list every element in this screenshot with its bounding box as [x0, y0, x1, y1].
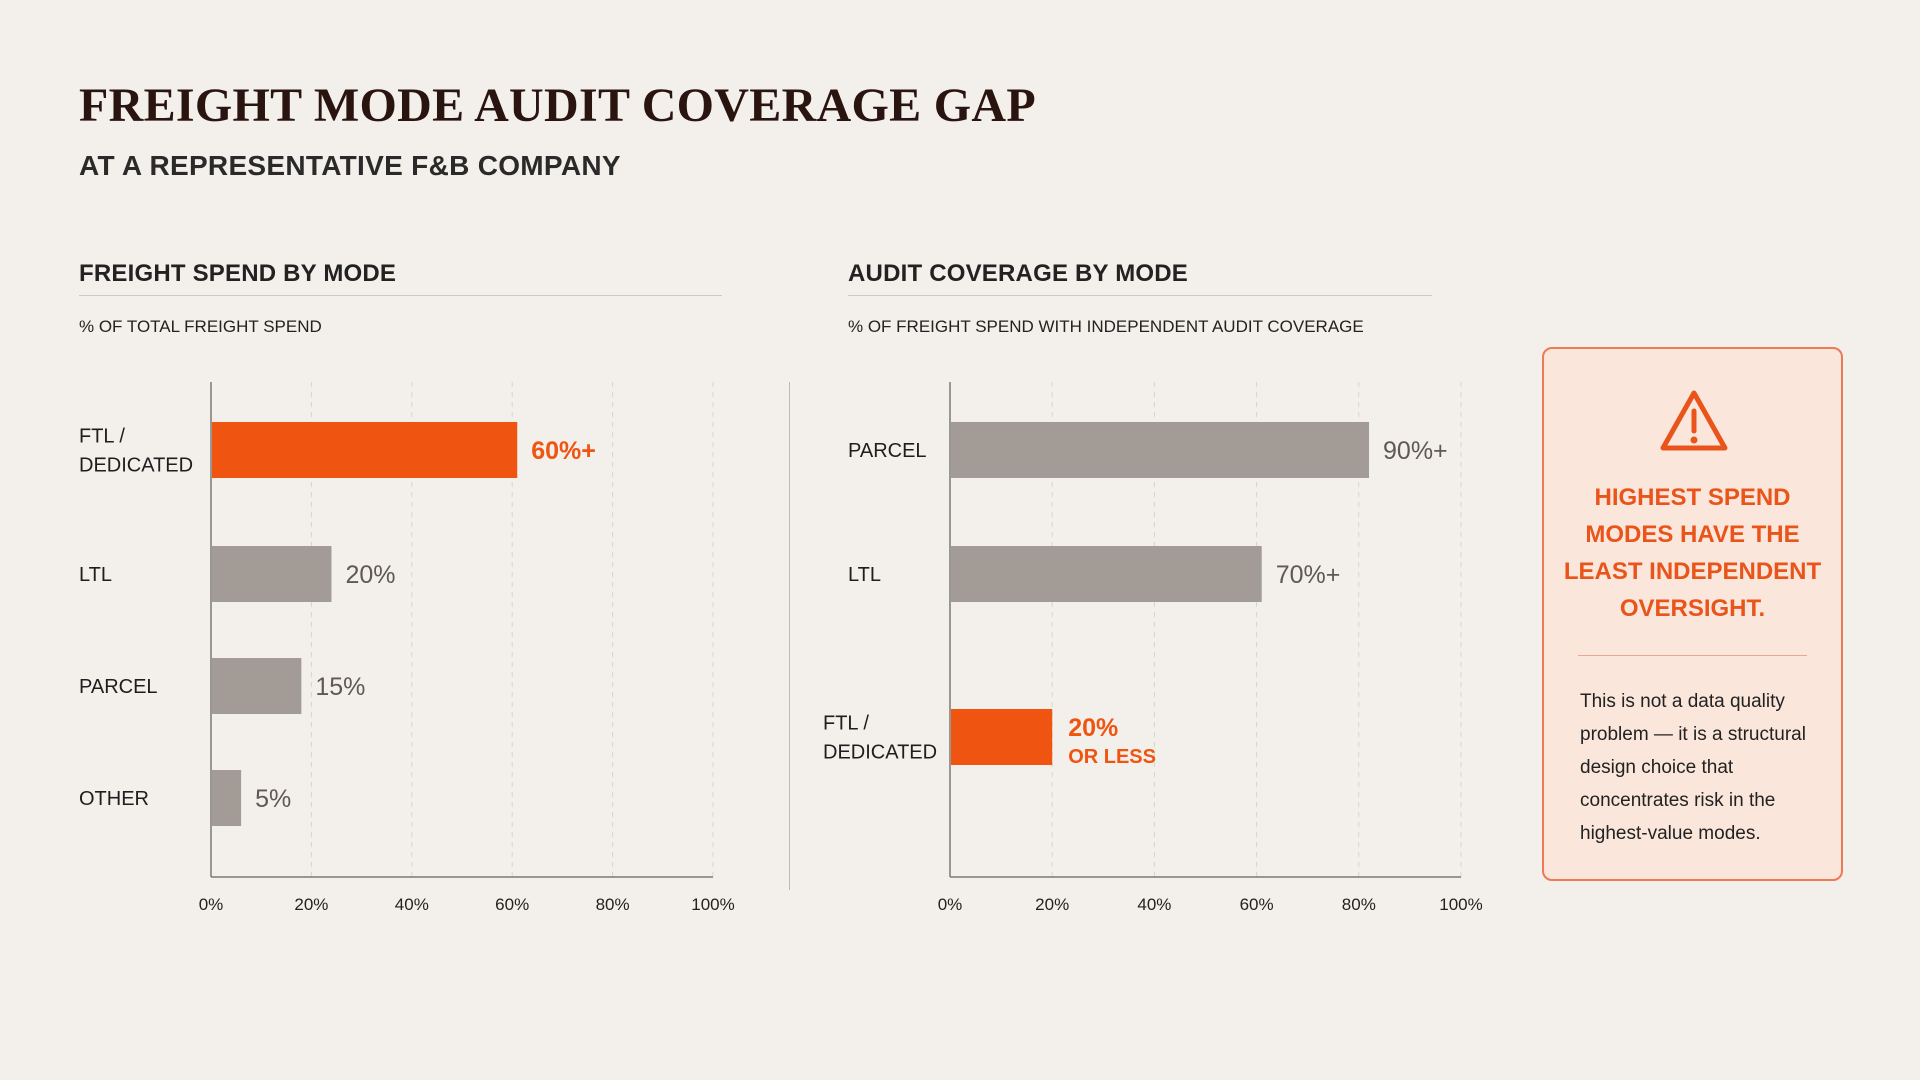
- callout-body: This is not a data quality problem — it …: [1580, 691, 1806, 844]
- coverage-x-tick-label: 0%: [938, 895, 963, 914]
- spend-x-tick-label: 100%: [691, 895, 734, 914]
- spend-category-label: FTL /: [79, 426, 125, 448]
- audit-coverage-by-mode-chart: 0% 20% 40% 60% 80% 100% PARCEL 90%+ LTL 70%+ FTL /…: [823, 382, 1483, 914]
- spend-chart-title-rule: [79, 295, 722, 296]
- coverage-chart-title: AUDIT COVERAGE BY MODE: [848, 260, 1188, 287]
- spend-category-label: DEDICATED: [79, 455, 193, 477]
- spend-bar: [212, 770, 242, 826]
- spend-bar: [212, 546, 332, 602]
- spend-category-label: OTHER: [79, 788, 149, 810]
- coverage-bar: [951, 709, 1053, 765]
- coverage-category-label: DEDICATED: [823, 742, 937, 764]
- page-title: FREIGHT MODE AUDIT COVERAGE GAP: [79, 79, 1036, 132]
- insight-callout: HIGHEST SPEND MODES HAVE THE LEAST INDEP…: [1542, 347, 1843, 881]
- page-subtitle: AT A REPRESENTATIVE F&B COMPANY: [79, 150, 621, 181]
- spend-bar: [212, 422, 518, 478]
- coverage-x-tick-label: 80%: [1342, 895, 1376, 914]
- coverage-x-tick-label: 40%: [1137, 895, 1171, 914]
- spend-x-tick-label: 80%: [596, 895, 630, 914]
- coverage-data-label: 90%+: [1383, 437, 1448, 465]
- spend-data-label: 20%: [345, 561, 395, 589]
- spend-by-mode-chart: 0% 20% 40% 60% 80% 100% FTL / DEDICATED 60%+ LTL 2…: [79, 382, 735, 914]
- spend-chart-title: FREIGHT SPEND BY MODE: [79, 260, 397, 287]
- callout-divider: [1578, 655, 1807, 656]
- coverage-x-tick-label: 60%: [1240, 895, 1274, 914]
- coverage-bar: [951, 546, 1262, 602]
- spend-chart-subtitle: % OF TOTAL FREIGHT SPEND: [79, 317, 322, 336]
- coverage-data-label: 20%: [1068, 714, 1118, 742]
- spend-bar: [212, 658, 302, 714]
- coverage-category-label: FTL /: [823, 713, 869, 735]
- spend-x-tick-label: 40%: [395, 895, 429, 914]
- coverage-data-label: OR LESS: [1068, 746, 1156, 768]
- coverage-x-tick-label: 20%: [1035, 895, 1069, 914]
- spend-data-label: 15%: [315, 673, 365, 701]
- spend-x-tick-label: 20%: [294, 895, 328, 914]
- panel-divider: [789, 382, 790, 890]
- coverage-category-label: LTL: [848, 564, 881, 586]
- coverage-chart-subtitle: % OF FREIGHT SPEND WITH INDEPENDENT AUDI…: [848, 317, 1364, 336]
- callout-headline: HIGHEST SPEND MODES HAVE THE LEAST INDEP…: [1563, 484, 1822, 622]
- spend-category-label: LTL: [79, 564, 112, 586]
- spend-x-tick-label: 0%: [199, 895, 224, 914]
- spend-x-tick-label: 60%: [495, 895, 529, 914]
- coverage-bar: [951, 422, 1370, 478]
- coverage-x-tick-label: 100%: [1439, 895, 1482, 914]
- coverage-chart-title-rule: [848, 295, 1432, 296]
- spend-data-label: 5%: [255, 785, 291, 813]
- spend-data-label: 60%+: [531, 437, 596, 465]
- warning-triangle-icon: [1660, 390, 1728, 451]
- spend-category-label: PARCEL: [79, 676, 158, 698]
- coverage-category-label: PARCEL: [848, 440, 927, 462]
- coverage-data-label: 70%+: [1276, 561, 1341, 589]
